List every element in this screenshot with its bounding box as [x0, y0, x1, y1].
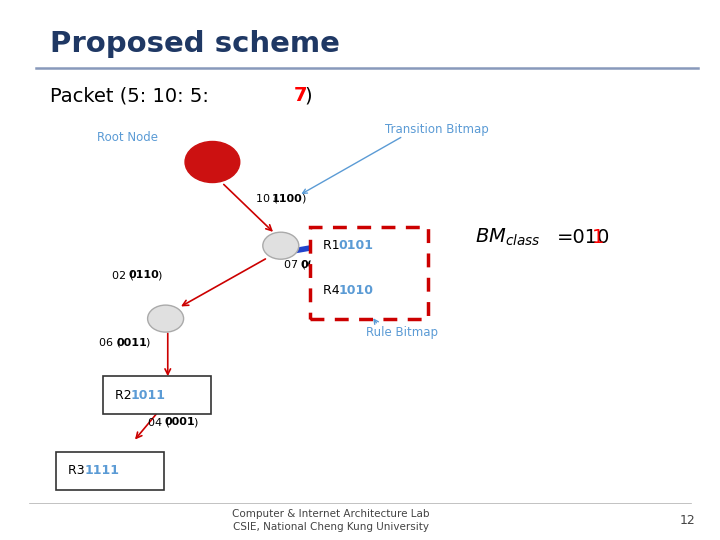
FancyBboxPatch shape [56, 452, 164, 490]
Text: 1: 1 [592, 228, 604, 247]
Text: 02 (: 02 ( [112, 271, 134, 280]
Text: 0011: 0011 [117, 338, 148, 348]
Text: Proposed scheme: Proposed scheme [50, 30, 341, 58]
Text: R4: R4 [323, 284, 343, 297]
FancyBboxPatch shape [310, 227, 428, 319]
Text: 0101: 0101 [338, 239, 374, 252]
Text: 06 (: 06 ( [99, 338, 121, 348]
Text: 7: 7 [294, 86, 307, 105]
Text: 04 (: 04 ( [148, 417, 170, 427]
Text: ): ) [145, 338, 150, 348]
Text: ): ) [330, 260, 334, 269]
Text: $BM_{class}$: $BM_{class}$ [475, 227, 541, 248]
Text: 1010: 1010 [338, 284, 374, 297]
Text: 0001: 0001 [164, 417, 195, 427]
Text: 0110: 0110 [129, 271, 160, 280]
Text: Packet (5: 10: 5:: Packet (5: 10: 5: [50, 86, 215, 105]
Text: 0011: 0011 [301, 260, 332, 269]
Text: R1: R1 [323, 239, 343, 252]
Text: 07 (: 07 ( [284, 260, 307, 269]
FancyBboxPatch shape [103, 376, 211, 414]
Text: ): ) [193, 417, 197, 427]
Text: 1011: 1011 [131, 389, 166, 402]
Text: R2: R2 [115, 389, 136, 402]
Circle shape [263, 232, 299, 259]
Text: 1111: 1111 [84, 464, 120, 477]
Text: CSIE, National Cheng Kung University: CSIE, National Cheng Kung University [233, 522, 429, 531]
Text: 1100: 1100 [272, 194, 303, 204]
Text: ): ) [157, 271, 161, 280]
Text: ): ) [305, 86, 312, 105]
Circle shape [148, 305, 184, 332]
Text: ): ) [301, 194, 305, 204]
Text: Computer & Internet Architecture Lab: Computer & Internet Architecture Lab [233, 509, 430, 519]
Text: 12: 12 [680, 514, 696, 527]
Circle shape [185, 141, 240, 183]
Text: Root Node: Root Node [97, 131, 158, 144]
Text: Rule Bitmap: Rule Bitmap [366, 326, 438, 339]
Text: Transition Bitmap: Transition Bitmap [385, 123, 489, 136]
Text: 10 (: 10 ( [256, 194, 277, 204]
Text: R3: R3 [68, 464, 89, 477]
Text: =010: =010 [557, 228, 611, 247]
